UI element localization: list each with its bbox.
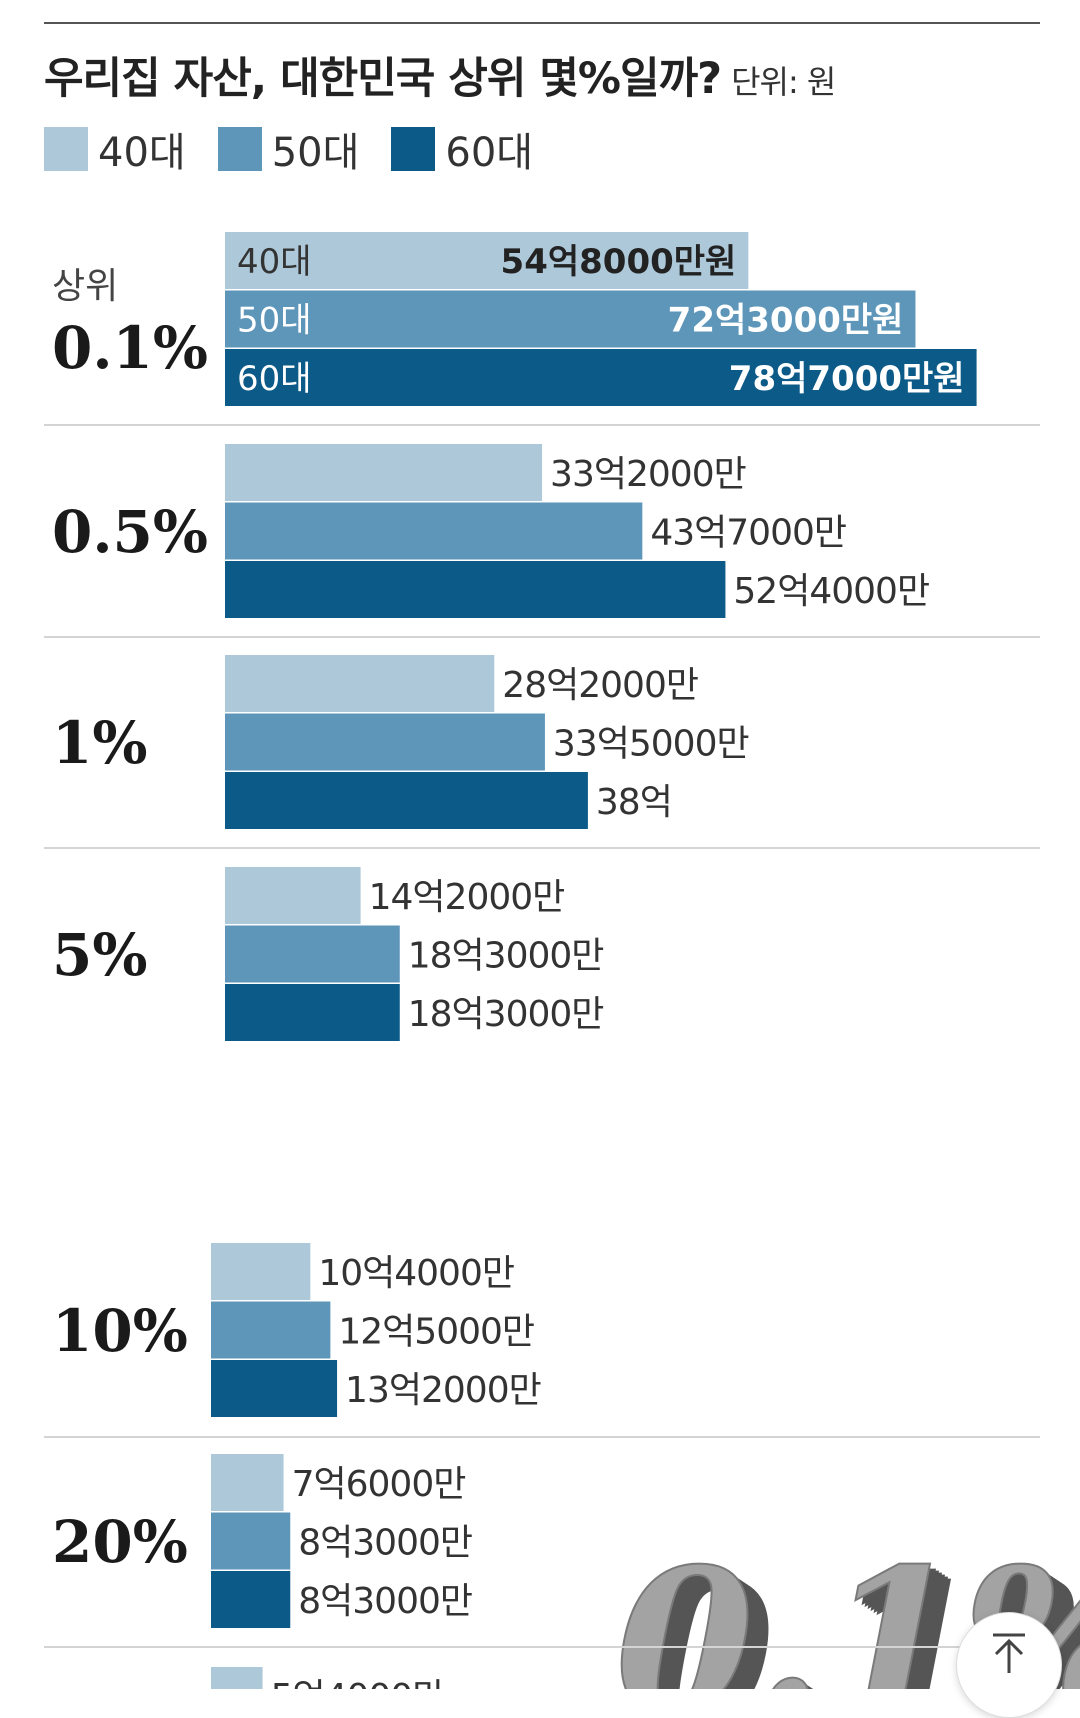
data-label: 28억2000만 xyxy=(502,665,698,706)
arrow-up-icon xyxy=(993,1633,1025,1673)
bar xyxy=(225,772,588,829)
data-label: 52억4000만 xyxy=(733,571,929,612)
data-label: 33억2000만 xyxy=(550,454,746,495)
data-label: 33억5000만 xyxy=(553,724,749,765)
category-label: 1% xyxy=(52,709,147,777)
bar xyxy=(225,561,726,618)
bar xyxy=(211,1667,263,1689)
bar xyxy=(211,1243,311,1300)
legend: 40대 50대 60대 xyxy=(44,124,565,176)
data-label: 13억2000만 xyxy=(345,1370,541,1411)
data-label: 14억2000만 xyxy=(369,877,565,918)
bar xyxy=(211,1360,338,1417)
data-label: 54억8000만원 xyxy=(501,242,737,282)
bar xyxy=(225,984,400,1041)
bar xyxy=(225,867,361,924)
data-label: 72억3000만원 xyxy=(668,301,904,341)
legend-swatch-50s xyxy=(217,127,262,171)
bar-series-label: 40대 xyxy=(237,242,312,282)
category-prefix: 상위 xyxy=(52,266,118,307)
unit-label: 단위: 원 xyxy=(731,63,836,101)
bar xyxy=(211,1301,331,1359)
data-label: 12억5000만 xyxy=(338,1312,534,1353)
bar xyxy=(225,713,545,771)
data-label: 43억7000만 xyxy=(650,513,846,554)
bar-series-label: 50대 xyxy=(237,301,312,341)
legend-swatch-40s xyxy=(44,127,88,171)
data-label: 18억3000만 xyxy=(408,994,604,1035)
bar xyxy=(211,1454,284,1511)
legend-item-40s: 40대 xyxy=(44,120,186,178)
bar xyxy=(225,290,916,348)
category-label: 20% xyxy=(52,1508,188,1576)
bar xyxy=(225,502,643,560)
bar-series-label: 60대 xyxy=(237,359,312,399)
scroll-top-button[interactable] xyxy=(956,1612,1062,1718)
bar xyxy=(225,444,543,501)
legend-item-50s: 50대 xyxy=(217,120,360,178)
data-label: 18억3000만 xyxy=(408,936,604,977)
legend-swatch-60s xyxy=(391,127,436,171)
legend-item-60s: 60대 xyxy=(391,120,533,178)
legend-label-40s: 40대 xyxy=(98,130,186,176)
data-label: 5억4000만 xyxy=(271,1677,445,1689)
top-rule xyxy=(44,22,1040,24)
chart-title: 우리집 자산, 대한민국 상위 몇%일까? 단위: 원 xyxy=(44,54,836,104)
data-label: 8억3000만 xyxy=(298,1523,472,1564)
data-label: 8억3000만 xyxy=(298,1581,472,1622)
category-label: 5% xyxy=(52,921,147,989)
data-label: 78억7000만원 xyxy=(729,359,965,399)
category-label: 0.5% xyxy=(52,498,208,566)
legend-label-50s: 50대 xyxy=(271,130,360,176)
bar xyxy=(225,232,749,289)
bar xyxy=(225,349,977,406)
category-label: 0.1% xyxy=(52,314,208,382)
data-label: 10억4000만 xyxy=(318,1253,514,1294)
bar xyxy=(211,1571,291,1628)
data-label: 7억6000만 xyxy=(292,1464,466,1505)
bar xyxy=(225,655,495,712)
data-label: 38억 xyxy=(596,782,672,823)
bar xyxy=(225,925,400,983)
legend-label-60s: 60대 xyxy=(445,130,534,176)
bar xyxy=(211,1512,291,1570)
category-label: 10% xyxy=(52,1297,188,1365)
